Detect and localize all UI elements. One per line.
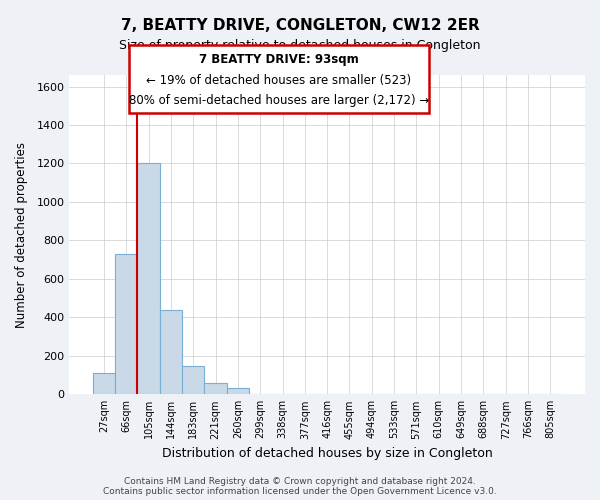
Text: Size of property relative to detached houses in Congleton: Size of property relative to detached ho… (119, 39, 481, 52)
Text: 7, BEATTY DRIVE, CONGLETON, CW12 2ER: 7, BEATTY DRIVE, CONGLETON, CW12 2ER (121, 18, 479, 32)
Bar (182, 366, 205, 394)
Bar (93, 373, 115, 394)
Text: Contains HM Land Registry data © Crown copyright and database right 2024.: Contains HM Land Registry data © Crown c… (124, 477, 476, 486)
Text: 7 BEATTY DRIVE: 93sqm: 7 BEATTY DRIVE: 93sqm (199, 54, 359, 66)
Text: 80% of semi-detached houses are larger (2,172) →: 80% of semi-detached houses are larger (… (129, 94, 429, 107)
Bar (227, 388, 249, 394)
Bar (205, 383, 227, 394)
Bar (115, 254, 137, 394)
Text: Contains public sector information licensed under the Open Government Licence v3: Contains public sector information licen… (103, 487, 497, 496)
X-axis label: Distribution of detached houses by size in Congleton: Distribution of detached houses by size … (162, 447, 493, 460)
Bar (137, 164, 160, 394)
Bar (160, 310, 182, 394)
Y-axis label: Number of detached properties: Number of detached properties (15, 142, 28, 328)
Text: ← 19% of detached houses are smaller (523): ← 19% of detached houses are smaller (52… (146, 74, 412, 86)
